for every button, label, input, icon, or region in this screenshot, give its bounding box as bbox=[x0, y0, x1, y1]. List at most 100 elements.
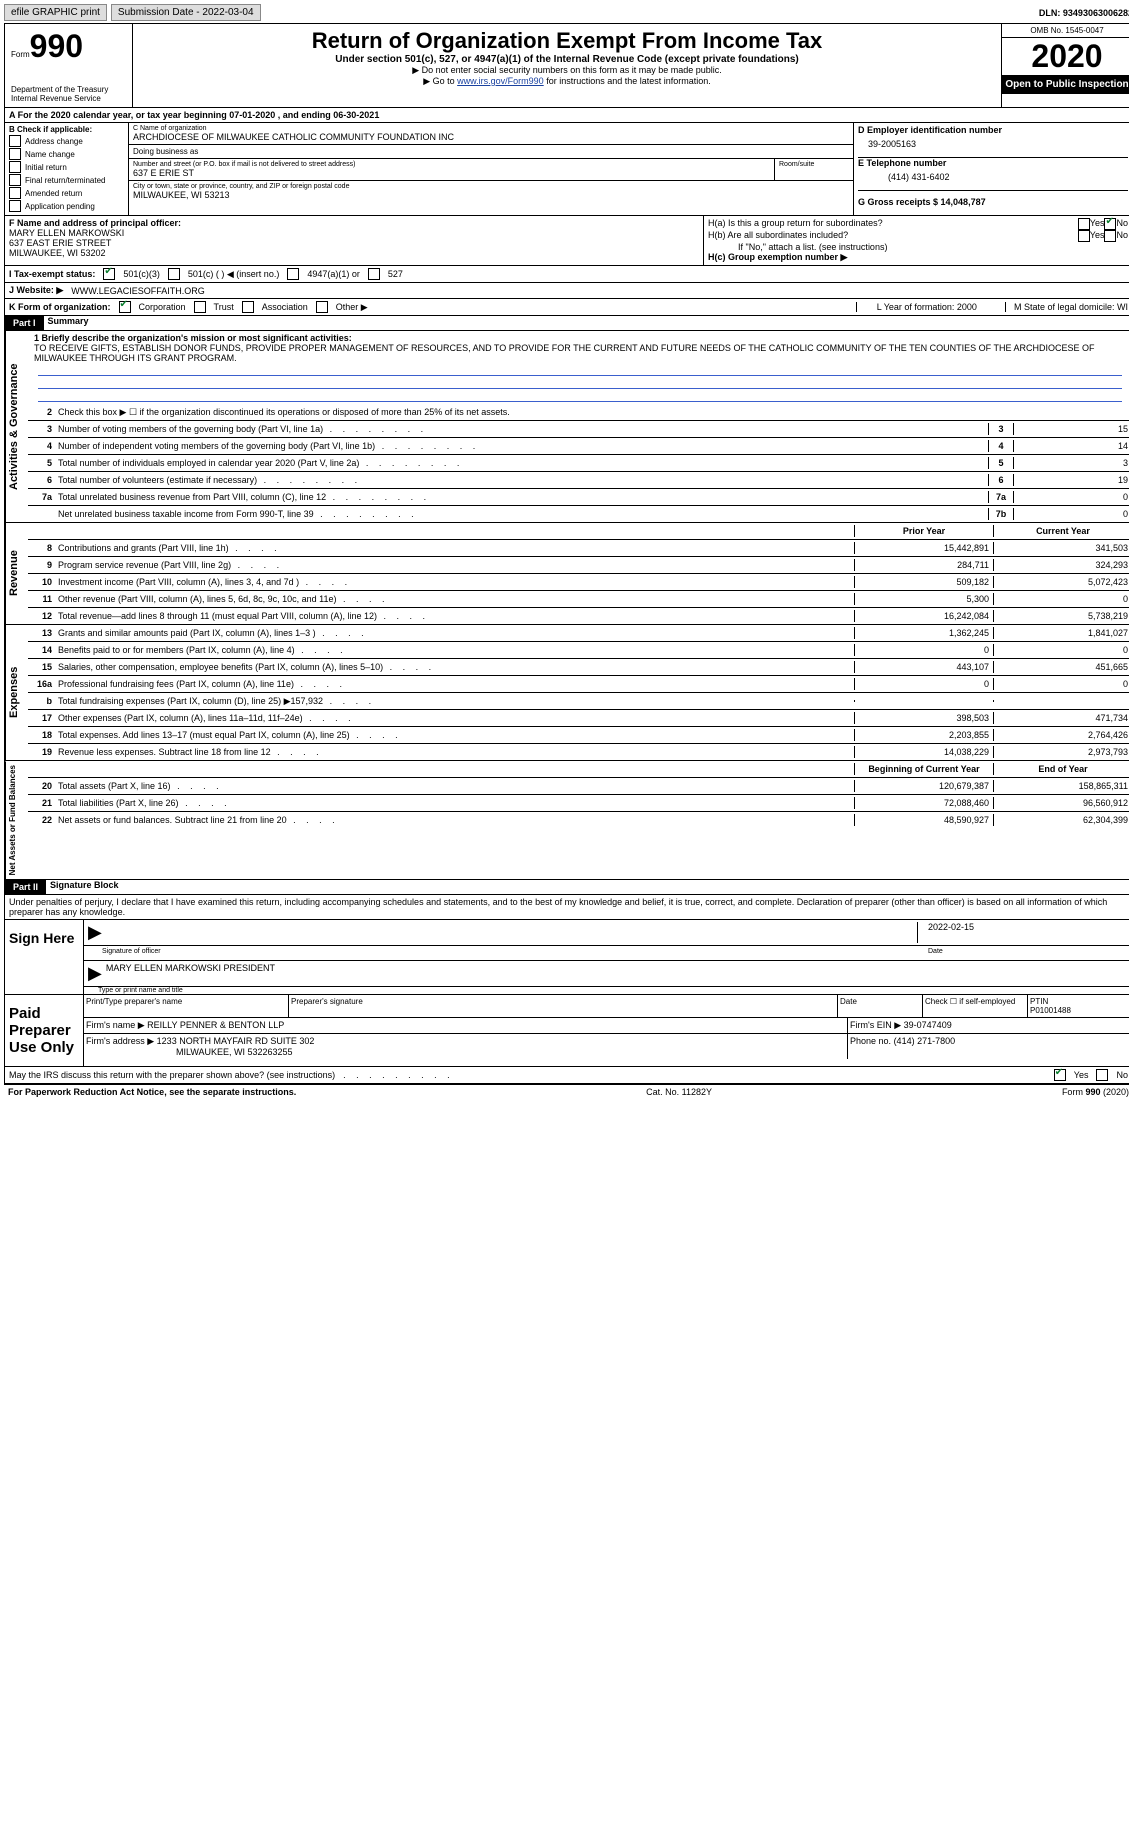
firm-addr: 1233 NORTH MAYFAIR RD SUITE 302 bbox=[157, 1036, 315, 1046]
cb-4947[interactable] bbox=[287, 268, 299, 280]
discuss-row: May the IRS discuss this return with the… bbox=[4, 1067, 1129, 1084]
year-box: OMB No. 1545-0047 2020 Open to Public In… bbox=[1002, 24, 1129, 107]
part1-tag: Part I bbox=[5, 316, 44, 330]
vlabel-net: Net Assets or Fund Balances bbox=[5, 761, 28, 879]
room-label: Room/suite bbox=[775, 159, 853, 181]
irs-link[interactable]: www.irs.gov/Form990 bbox=[457, 76, 544, 86]
row-k: K Form of organization: Corporation Trus… bbox=[4, 299, 1129, 316]
officer-typed: MARY ELLEN MARKOWSKI PRESIDENT bbox=[106, 963, 275, 984]
cb-trust[interactable] bbox=[194, 301, 206, 313]
sig-date: 2022-02-15 bbox=[917, 922, 1128, 943]
g-label: G Gross receipts $ 14,048,787 bbox=[858, 191, 1128, 207]
q1-block: 1 Briefly describe the organization's mi… bbox=[28, 331, 1129, 404]
cb-address[interactable] bbox=[9, 135, 21, 147]
col-d: D Employer identification number 39-2005… bbox=[854, 123, 1129, 215]
col-h: H(a) Is this a group return for subordin… bbox=[704, 216, 1129, 265]
dba-label: Doing business as bbox=[129, 145, 853, 159]
row-i: I Tax-exempt status: 501(c)(3) 501(c) ( … bbox=[4, 266, 1129, 283]
m-state: M State of legal domicile: WI bbox=[1005, 302, 1128, 312]
omb-number: OMB No. 1545-0047 bbox=[1002, 24, 1129, 38]
form-title: Return of Organization Exempt From Incom… bbox=[137, 28, 997, 54]
row-a: A For the 2020 calendar year, or tax yea… bbox=[4, 108, 1129, 123]
cb-initial[interactable] bbox=[9, 161, 21, 173]
firm-ein: 39-0747409 bbox=[904, 1020, 952, 1030]
ha-no[interactable] bbox=[1104, 218, 1116, 230]
cb-pending[interactable] bbox=[9, 200, 21, 212]
boy-header: Beginning of Current Year bbox=[854, 763, 993, 775]
footer-left: For Paperwork Reduction Act Notice, see … bbox=[8, 1087, 296, 1097]
header-row: Form990 Department of the Treasury Inter… bbox=[4, 23, 1129, 108]
submission-date-button[interactable]: Submission Date - 2022-03-04 bbox=[111, 4, 261, 21]
firm-city: MILWAUKEE, WI 532263255 bbox=[86, 1047, 293, 1057]
note-goto: ▶ Go to www.irs.gov/Form990 for instruct… bbox=[137, 76, 997, 87]
d-label: D Employer identification number bbox=[858, 125, 1128, 135]
officer-addr1: 637 EAST ERIE STREET bbox=[9, 238, 699, 248]
q2-text: Check this box ▶ ☐ if the organization d… bbox=[56, 406, 1129, 419]
hb-note: If "No," attach a list. (see instruction… bbox=[708, 242, 1128, 252]
row-j: J Website: ▶ WWW.LEGACIESOFFAITH.ORG bbox=[4, 283, 1129, 299]
cb-501c3[interactable] bbox=[103, 268, 115, 280]
city-label: City or town, state or province, country… bbox=[133, 183, 849, 190]
irs-label: Internal Revenue Service bbox=[11, 94, 126, 103]
col-f: F Name and address of principal officer:… bbox=[5, 216, 704, 265]
note-ssn: Do not enter social security numbers on … bbox=[137, 65, 997, 76]
cb-other[interactable] bbox=[316, 301, 328, 313]
firm-phone: (414) 271-7800 bbox=[894, 1036, 956, 1046]
hc-label: H(c) Group exemption number ▶ bbox=[708, 252, 1128, 263]
b-label: B Check if applicable: bbox=[9, 125, 124, 134]
expenses-section: Expenses 13Grants and similar amounts pa… bbox=[4, 625, 1129, 761]
officer-addr2: MILWAUKEE, WI 53202 bbox=[9, 248, 699, 258]
part2-tag: Part II bbox=[5, 880, 46, 894]
cb-amended[interactable] bbox=[9, 187, 21, 199]
form-word: Form bbox=[11, 50, 30, 59]
k-label: K Form of organization: bbox=[9, 302, 111, 312]
l-year: L Year of formation: 2000 bbox=[856, 302, 997, 312]
cb-name[interactable] bbox=[9, 148, 21, 160]
officer-name: MARY ELLEN MARKOWSKI bbox=[9, 228, 699, 238]
vlabel-exp: Expenses bbox=[5, 625, 28, 760]
form-number: 990 bbox=[30, 28, 83, 64]
cb-527[interactable] bbox=[368, 268, 380, 280]
part1-title: Summary bbox=[44, 316, 89, 330]
section-b: B Check if applicable: Address change Na… bbox=[4, 123, 1129, 216]
org-name: ARCHDIOCESE OF MILWAUKEE CATHOLIC COMMUN… bbox=[133, 132, 849, 142]
sign-here-label: Sign Here bbox=[5, 920, 83, 994]
paid-preparer-block: Paid Preparer Use Only Print/Type prepar… bbox=[4, 995, 1129, 1067]
e-label: E Telephone number bbox=[858, 158, 1128, 168]
addr-label: Number and street (or P.O. box if mail i… bbox=[133, 161, 770, 168]
col-b: B Check if applicable: Address change Na… bbox=[5, 123, 129, 215]
firm-name: REILLY PENNER & BENTON LLP bbox=[147, 1020, 284, 1030]
footer-right: Form 990 (2020) bbox=[1062, 1087, 1129, 1097]
hb-yes[interactable] bbox=[1078, 230, 1090, 242]
col-c: C Name of organization ARCHDIOCESE OF MI… bbox=[129, 123, 854, 215]
ha-yes[interactable] bbox=[1078, 218, 1090, 230]
city-value: MILWAUKEE, WI 53213 bbox=[133, 190, 849, 200]
street-address: 637 E ERIE ST bbox=[133, 168, 770, 178]
phone-value: (414) 431-6402 bbox=[858, 168, 1128, 190]
website-value: WWW.LEGACIESOFFAITH.ORG bbox=[71, 286, 205, 296]
tax-year: 2020 bbox=[1002, 38, 1129, 75]
discuss-yes[interactable] bbox=[1054, 1069, 1066, 1081]
paid-label: Paid Preparer Use Only bbox=[5, 995, 83, 1066]
hb-no[interactable] bbox=[1104, 230, 1116, 242]
form-box: Form990 Department of the Treasury Inter… bbox=[5, 24, 133, 107]
c-label: C Name of organization bbox=[133, 125, 849, 132]
eoy-header: End of Year bbox=[993, 763, 1129, 775]
i-label: I Tax-exempt status: bbox=[9, 269, 95, 279]
ha-label: H(a) Is this a group return for subordin… bbox=[708, 218, 1078, 230]
footer: For Paperwork Reduction Act Notice, see … bbox=[4, 1084, 1129, 1099]
title-box: Return of Organization Exempt From Incom… bbox=[133, 24, 1002, 107]
prior-header: Prior Year bbox=[854, 525, 993, 537]
activities-governance: Activities & Governance 1 Briefly descri… bbox=[4, 331, 1129, 523]
cb-corp[interactable] bbox=[119, 301, 131, 313]
current-header: Current Year bbox=[993, 525, 1129, 537]
form-subtitle: Under section 501(c), 527, or 4947(a)(1)… bbox=[137, 54, 997, 65]
cb-assoc[interactable] bbox=[242, 301, 254, 313]
efile-button[interactable]: efile GRAPHIC print bbox=[4, 4, 107, 21]
cb-501c[interactable] bbox=[168, 268, 180, 280]
section-fgh: F Name and address of principal officer:… bbox=[4, 216, 1129, 266]
inspection-badge: Open to Public Inspection bbox=[1002, 75, 1129, 94]
discuss-no[interactable] bbox=[1096, 1069, 1108, 1081]
cb-final[interactable] bbox=[9, 174, 21, 186]
f-label: F Name and address of principal officer: bbox=[9, 218, 699, 228]
